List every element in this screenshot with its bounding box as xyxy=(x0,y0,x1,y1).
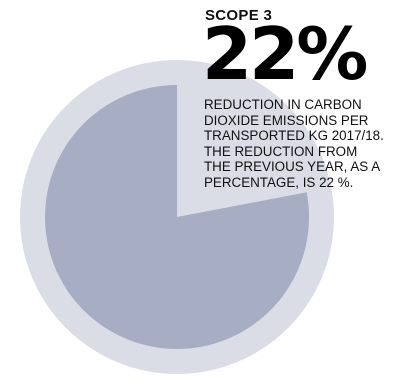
pie-inner-disc xyxy=(44,84,309,350)
scope-label: SCOPE 3 xyxy=(205,7,273,24)
description-text: REDUCTION IN CARBON DIOXIDE EMISSIONS PE… xyxy=(204,97,384,190)
headline-value: 22% xyxy=(202,12,368,96)
